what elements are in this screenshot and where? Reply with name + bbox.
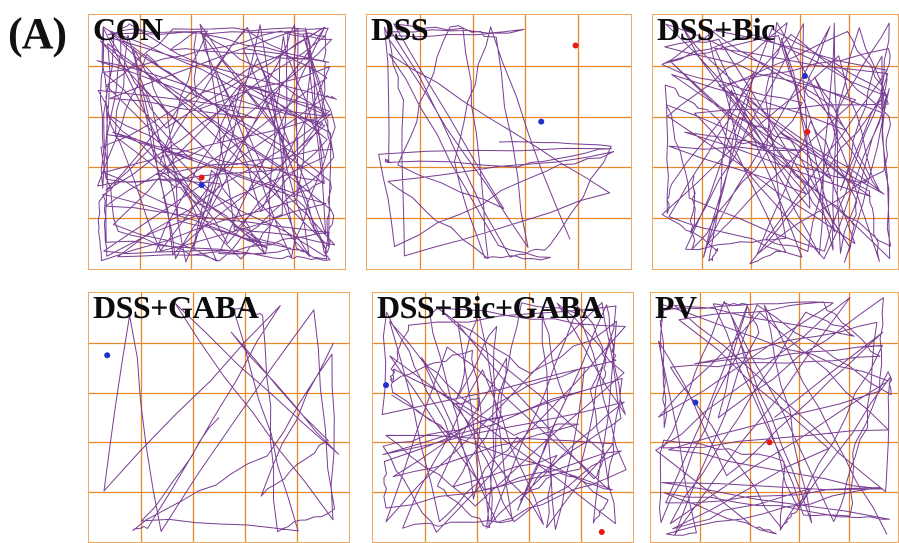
movement-track <box>96 23 337 263</box>
start-marker <box>198 182 205 189</box>
open-field-track-pv <box>651 293 898 542</box>
panel-title: DSS+Bic+GABA <box>377 292 604 325</box>
end-marker <box>598 529 605 536</box>
panel-title: DSS+GABA <box>93 292 259 325</box>
end-marker <box>198 174 205 181</box>
panel-title: CON <box>93 14 163 47</box>
start-marker <box>801 72 808 79</box>
start-marker <box>692 399 699 406</box>
figure-label: (A) <box>8 9 67 58</box>
open-field-track-con <box>89 15 345 269</box>
end-marker <box>804 128 811 135</box>
open-field-track-dss <box>367 15 631 269</box>
open-field-track-dss-bic-gaba <box>373 293 633 542</box>
panel-pv: PV <box>650 292 899 543</box>
panel-dss-bic: DSS+Bic <box>652 14 899 270</box>
panel-title: DSS <box>371 14 429 47</box>
movement-track <box>103 303 340 533</box>
panel-title: PV <box>655 292 697 325</box>
movement-track <box>381 302 627 533</box>
start-marker <box>538 118 545 125</box>
panel-title: DSS+Bic <box>657 14 775 47</box>
open-field-track-dss-gaba <box>89 293 349 542</box>
panel-dss-bic-gaba: DSS+Bic+GABA <box>372 292 634 543</box>
panel-con: CON <box>88 14 346 270</box>
panel-dss-gaba: DSS+GABA <box>88 292 350 543</box>
movement-track <box>661 21 892 265</box>
panel-dss: DSS <box>366 14 632 270</box>
start-marker <box>104 352 111 359</box>
movement-track <box>655 297 893 536</box>
end-marker <box>766 439 773 446</box>
start-marker <box>383 382 389 389</box>
end-marker <box>572 42 579 49</box>
open-field-track-dss-bic <box>653 15 898 269</box>
movement-track <box>378 23 615 261</box>
